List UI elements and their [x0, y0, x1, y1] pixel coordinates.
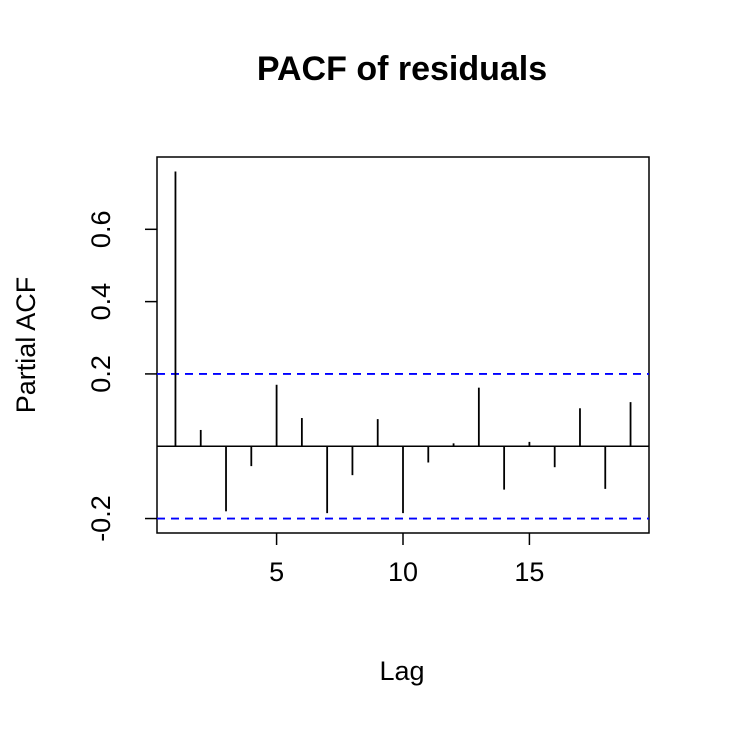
x-tick-label-15: 15	[514, 557, 544, 587]
y-tick-label-0.6: 0.6	[86, 211, 116, 249]
y-tick-label--0.2: -0.2	[86, 495, 116, 542]
y-tick-label-0.2: 0.2	[86, 355, 116, 393]
x-tick-label-5: 5	[269, 557, 284, 587]
y-tick-label-0.4: 0.4	[86, 283, 116, 321]
plot-area: 5 10 15 -0.2 0.2 0.4 0.6	[86, 156, 650, 587]
x-axis-label: Lag	[379, 656, 424, 686]
x-tick-label-10: 10	[388, 557, 418, 587]
chart-title: PACF of residuals	[257, 50, 547, 88]
y-axis-label: Partial ACF	[11, 277, 41, 414]
